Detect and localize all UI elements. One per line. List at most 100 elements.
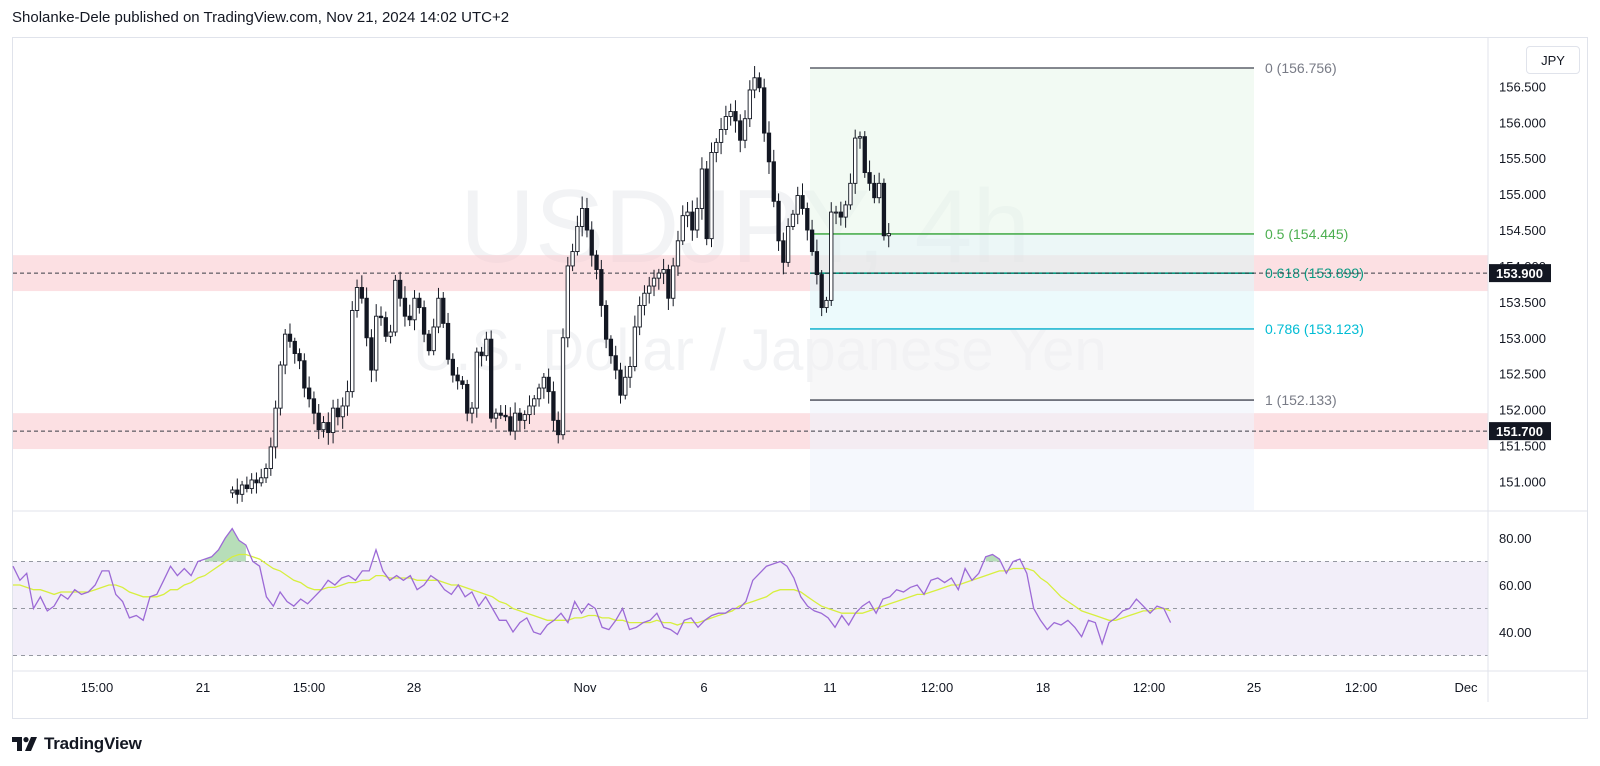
candle-body-up <box>647 285 652 294</box>
candle-body-down <box>618 369 623 396</box>
candle-body-up <box>877 182 882 199</box>
candle <box>690 200 695 241</box>
candle-body-up <box>886 233 891 237</box>
candle <box>249 473 254 494</box>
candle <box>441 292 446 328</box>
candle <box>647 276 652 304</box>
candle <box>326 412 331 445</box>
price-tick-label: 154.500 <box>1499 223 1546 238</box>
candle-body-down <box>546 376 551 393</box>
candle-body-up <box>651 277 657 287</box>
fib-fill-1 <box>810 233 1254 274</box>
candles[interactable] <box>230 66 891 504</box>
candle-body-up <box>627 366 633 378</box>
candle-body-down <box>733 111 738 122</box>
footer-brand[interactable]: TradingView <box>44 734 142 753</box>
candle <box>273 400 278 459</box>
candle <box>742 110 748 149</box>
candle-body-down <box>766 132 772 163</box>
candle-body-down <box>402 297 408 317</box>
candle-body-down <box>809 229 815 253</box>
candle <box>809 219 815 256</box>
candle-body-down <box>781 240 786 263</box>
candle-body-down <box>383 317 388 337</box>
candle-body-up <box>857 136 863 139</box>
candle <box>283 329 288 375</box>
candle <box>838 201 843 226</box>
candle <box>474 347 479 418</box>
candle <box>603 300 609 349</box>
candle-body-down <box>738 120 743 141</box>
fib-retracement[interactable]: 0 (156.756) 0.5 (154.445) 0.618 (153.899) 0… <box>810 60 1364 510</box>
candle <box>450 353 455 383</box>
time-tick-label: 18 <box>1036 680 1050 695</box>
fib-fill-2 <box>810 273 1254 329</box>
candle <box>512 402 518 440</box>
candle-body-down <box>407 315 412 321</box>
candle-body-down <box>316 412 321 431</box>
currency-selector[interactable]: JPY <box>1526 46 1580 74</box>
candle <box>699 157 705 220</box>
candle-body-down <box>862 136 867 174</box>
candle-body-down <box>771 161 776 202</box>
candle-body-up <box>829 211 834 301</box>
candle-body-down <box>450 358 455 376</box>
candle-body-up <box>283 333 288 366</box>
candle-body-down <box>302 360 307 389</box>
tradingview-logo-icon[interactable] <box>12 737 38 751</box>
candle-body-up <box>680 215 685 242</box>
candle-body-up <box>694 208 700 231</box>
candle <box>848 173 853 210</box>
time-axis[interactable]: 15:00 21 15:00 28 Nov 6 11 12:00 18 12:00 25 12:00 D… <box>81 680 1478 695</box>
candle <box>532 395 537 416</box>
candle-body-up <box>484 338 489 357</box>
candle-body-down <box>589 229 594 256</box>
rsi-pane[interactable] <box>12 527 1488 656</box>
candle <box>426 330 432 356</box>
price-tick-label: 151.500 <box>1499 438 1546 453</box>
candle-body-down <box>244 484 250 490</box>
candle-body-down <box>872 182 877 199</box>
candle-body-up <box>623 376 628 396</box>
time-tick-label: 25 <box>1247 680 1261 695</box>
candle <box>541 372 547 399</box>
candle <box>671 257 676 307</box>
candle-body-up <box>431 326 436 352</box>
price-level-badge: 151.700 <box>1496 424 1543 439</box>
candle <box>675 230 681 276</box>
candle <box>469 401 475 424</box>
candle <box>369 329 374 383</box>
price-axis[interactable]: 156.500156.000155.500155.000154.500154.0… <box>1489 79 1551 489</box>
candle <box>556 411 561 444</box>
candle-body-down <box>757 77 762 89</box>
candle-body-up <box>263 468 269 479</box>
candle-body-up <box>345 391 350 407</box>
candle-body-down <box>819 274 824 309</box>
time-tick-label: 12:00 <box>921 680 954 695</box>
candle-body-down <box>455 374 460 382</box>
candle-body-up <box>824 299 829 309</box>
candle <box>345 380 350 416</box>
candle <box>642 285 647 316</box>
candle-body-up <box>795 195 800 215</box>
candle <box>364 287 369 347</box>
candle-body-up <box>833 211 839 214</box>
candle-body-up <box>436 297 441 328</box>
candle-body-down <box>465 383 470 414</box>
candle <box>723 105 729 135</box>
candle <box>867 160 872 191</box>
rsi-tick-label: 40.00 <box>1499 625 1532 640</box>
candle <box>580 196 585 237</box>
candle <box>340 397 345 429</box>
candle <box>570 243 575 272</box>
candle <box>704 160 709 246</box>
candle <box>666 264 671 310</box>
fib-label-1: 1 (152.133) <box>1265 392 1337 408</box>
candle <box>661 258 666 285</box>
candle <box>738 114 743 153</box>
candle-body-down <box>556 419 561 436</box>
candle-body-down <box>254 479 259 484</box>
candle <box>417 292 422 314</box>
rsi-line <box>12 527 1172 646</box>
